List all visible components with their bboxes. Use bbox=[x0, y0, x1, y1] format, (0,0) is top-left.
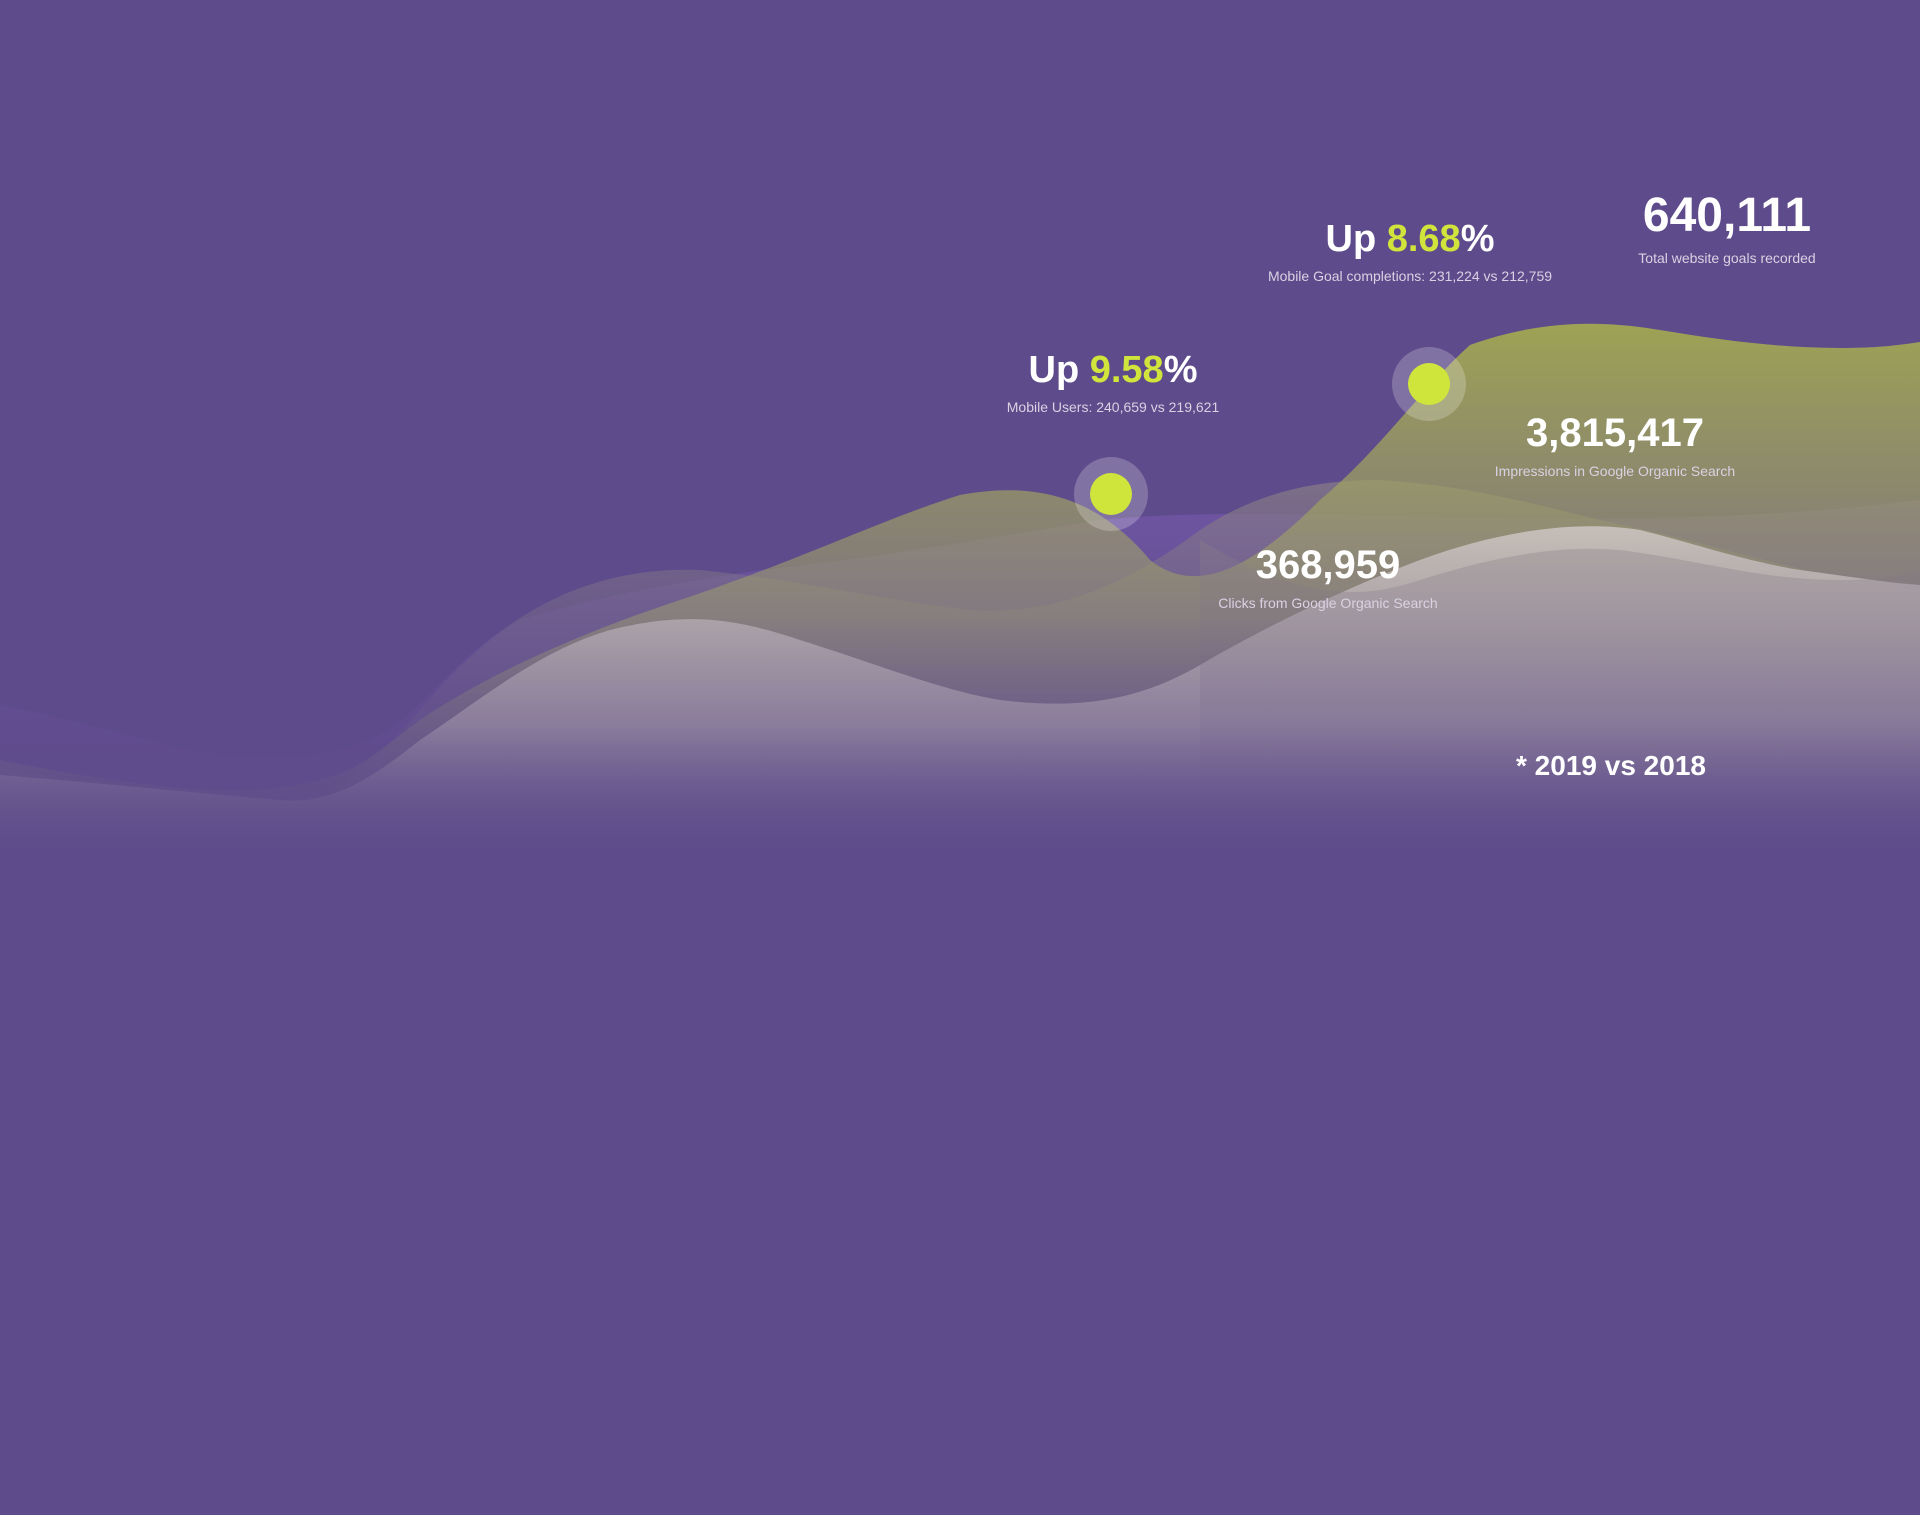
stat-mobile-goals-prefix: Up bbox=[1325, 218, 1387, 260]
comparison-footnote: * 2019 vs 2018 bbox=[1516, 750, 1706, 781]
stat-mobile-users-suffix: % bbox=[1163, 349, 1198, 391]
stat-total-goals: 640,111 Total website goals recorded bbox=[1638, 189, 1816, 267]
stat-impressions-value: 3,815,417 bbox=[1526, 411, 1704, 455]
stat-clicks-value: 368,959 bbox=[1255, 543, 1401, 587]
stat-mobile-goals-caption: Mobile Goal completions: 231,224 vs 212,… bbox=[1267, 268, 1553, 284]
stat-impressions: 3,815,417 Impressions in Google Organic … bbox=[1495, 413, 1735, 479]
stat-impressions-caption: Impressions in Google Organic Search bbox=[1494, 463, 1736, 479]
stat-mobile-goals-value: 8.68 bbox=[1386, 218, 1461, 260]
stat-total-goals-value: 640,111 bbox=[1642, 189, 1812, 242]
stat-mobile-users-prefix: Up bbox=[1028, 349, 1090, 391]
stat-mobile-users: Up 9.58% Mobile Users: 240,659 vs 219,62… bbox=[1007, 351, 1219, 415]
stat-clicks-caption: Clicks from Google Organic Search bbox=[1218, 595, 1438, 611]
marker-mobile-users bbox=[1074, 457, 1148, 531]
wave-olive-right bbox=[1200, 540, 1920, 860]
stat-mobile-goals: Up 8.68% Mobile Goal completions: 231,22… bbox=[1268, 220, 1552, 284]
stat-mobile-users-value: 9.58 bbox=[1089, 349, 1164, 391]
stat-mobile-goals-suffix: % bbox=[1460, 218, 1495, 260]
stat-mobile-users-headline: Up 9.58% bbox=[1007, 351, 1219, 389]
stat-clicks: 368,959 Clicks from Google Organic Searc… bbox=[1218, 545, 1437, 611]
stat-mobile-goals-headline: Up 8.68% bbox=[1268, 220, 1552, 258]
stat-total-goals-caption: Total website goals recorded bbox=[1638, 250, 1816, 266]
stat-mobile-users-caption: Mobile Users: 240,659 vs 219,621 bbox=[1006, 399, 1220, 415]
marker-mobile-goals bbox=[1392, 347, 1466, 421]
